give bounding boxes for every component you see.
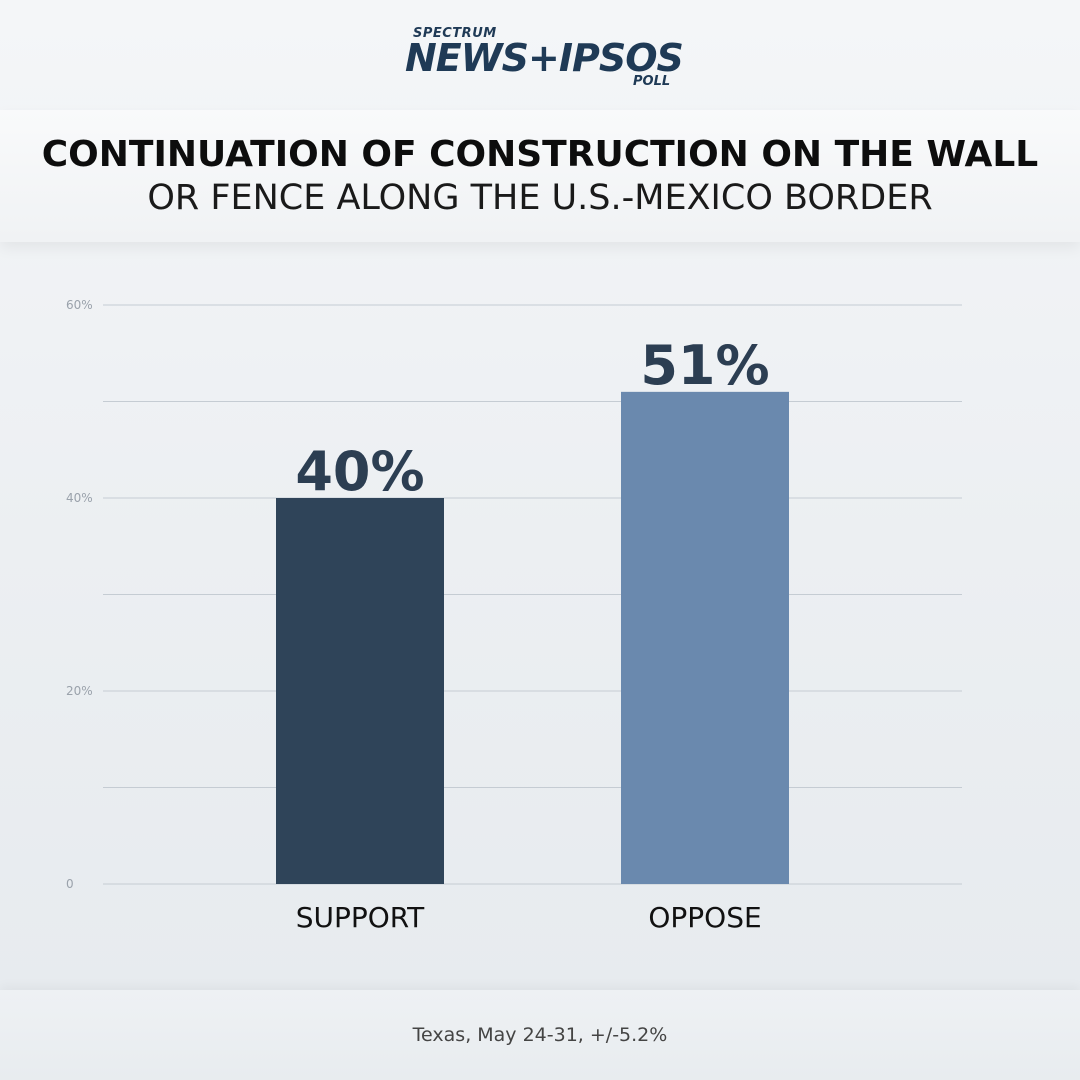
y-tick-label: 40% xyxy=(66,491,93,505)
title-band xyxy=(0,110,1080,242)
chart-title-line2: OR FENCE ALONG THE U.S.-MEXICO BORDER xyxy=(147,178,933,218)
bar-support xyxy=(276,498,444,884)
bar-oppose xyxy=(621,391,789,884)
data-label: 51% xyxy=(640,334,769,397)
footnote: Texas, May 24-31, +/-5.2% xyxy=(412,1024,668,1046)
logo: SPECTRUM NEWS+IPSOS POLL xyxy=(0,22,1080,94)
logo-spectrum-text: SPECTRUM xyxy=(413,26,497,41)
y-tick-label: 20% xyxy=(66,684,93,698)
footer-band xyxy=(0,990,1080,1080)
y-tick-label: 0 xyxy=(66,877,74,891)
y-tick-label: 60% xyxy=(66,298,93,312)
logo-news-ipsos-text: NEWS+IPSOS xyxy=(405,36,684,80)
data-label: 40% xyxy=(295,440,424,503)
chart-title-line1: CONTINUATION OF CONSTRUCTION ON THE WALL xyxy=(41,134,1039,175)
category-label: OPPOSE xyxy=(648,901,761,934)
category-label: SUPPORT xyxy=(296,901,425,934)
logo-poll-text: POLL xyxy=(633,74,671,89)
